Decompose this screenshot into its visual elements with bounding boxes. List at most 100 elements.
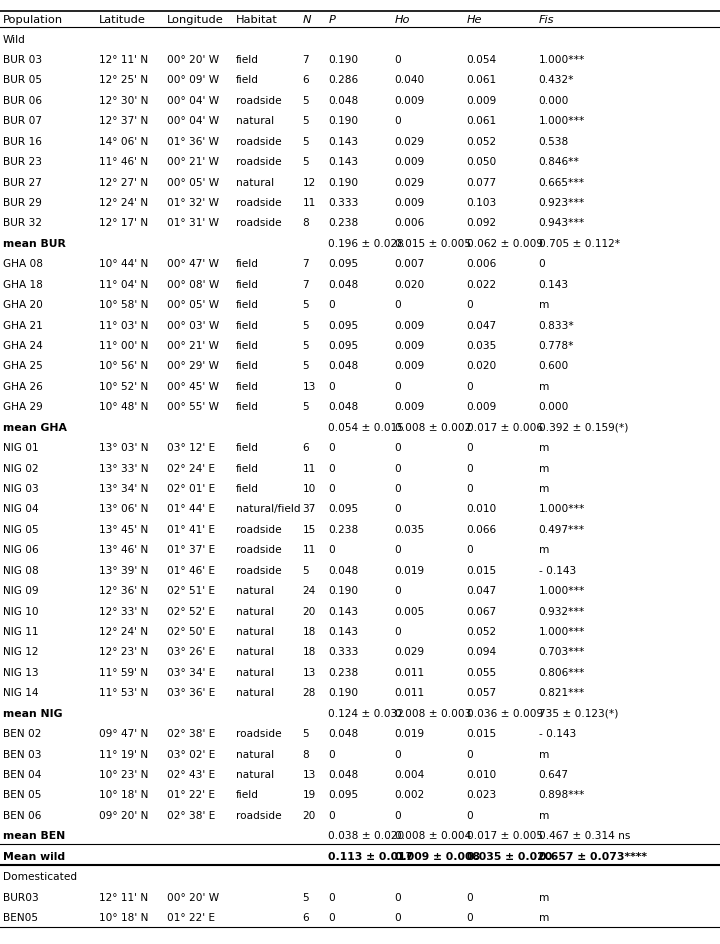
Text: 0.898***: 0.898*** [539, 789, 585, 800]
Text: BUR 05: BUR 05 [3, 76, 42, 85]
Text: 02° 38' E: 02° 38' E [167, 810, 215, 820]
Text: 5: 5 [302, 361, 309, 371]
Text: 0.190: 0.190 [328, 55, 359, 65]
Text: 0.190: 0.190 [328, 116, 359, 126]
Text: 00° 21' W: 00° 21' W [167, 341, 219, 350]
Text: 0.333: 0.333 [328, 198, 359, 208]
Text: 0.019: 0.019 [395, 565, 425, 575]
Text: 6: 6 [302, 443, 309, 453]
Text: 0.015: 0.015 [467, 565, 497, 575]
Text: BEN 03: BEN 03 [3, 749, 41, 759]
Text: 19: 19 [302, 789, 315, 800]
Text: roadside: roadside [236, 545, 282, 555]
Text: m: m [539, 810, 549, 820]
Text: 0: 0 [467, 810, 473, 820]
Text: 0.002: 0.002 [395, 789, 425, 800]
Text: 0.095: 0.095 [328, 341, 359, 350]
Text: 10° 56' N: 10° 56' N [99, 361, 148, 371]
Text: 0.008 ± 0.003: 0.008 ± 0.003 [395, 708, 471, 718]
Text: 00° 05' W: 00° 05' W [167, 177, 219, 188]
Text: 0.095: 0.095 [328, 320, 359, 330]
Text: field: field [236, 320, 259, 330]
Text: 8: 8 [302, 749, 309, 759]
Text: 0: 0 [395, 912, 401, 922]
Text: field: field [236, 279, 259, 290]
Text: roadside: roadside [236, 95, 282, 106]
Text: 0.196 ± 0.028: 0.196 ± 0.028 [328, 239, 404, 248]
Text: natural: natural [236, 667, 274, 677]
Text: 10° 18' N: 10° 18' N [99, 789, 149, 800]
Text: 00° 21' W: 00° 21' W [167, 157, 219, 167]
Text: 5: 5 [302, 320, 309, 330]
Text: P: P [328, 15, 336, 25]
Text: BUR 16: BUR 16 [3, 137, 42, 146]
Text: 15: 15 [302, 524, 315, 534]
Text: 0.705 ± 0.112*: 0.705 ± 0.112* [539, 239, 620, 248]
Text: 0.143: 0.143 [328, 137, 359, 146]
Text: 0.009: 0.009 [395, 157, 425, 167]
Text: Ho: Ho [395, 15, 410, 25]
Text: NIG 08: NIG 08 [3, 565, 39, 575]
Text: Mean wild: Mean wild [3, 851, 65, 861]
Text: field: field [236, 483, 259, 494]
Text: roadside: roadside [236, 565, 282, 575]
Text: 5: 5 [302, 300, 309, 310]
Text: 10° 44' N: 10° 44' N [99, 259, 148, 269]
Text: 0.009: 0.009 [395, 320, 425, 330]
Text: 0: 0 [328, 483, 335, 494]
Text: m: m [539, 912, 549, 922]
Text: 0.047: 0.047 [467, 320, 497, 330]
Text: 14° 06' N: 14° 06' N [99, 137, 148, 146]
Text: 0.050: 0.050 [467, 157, 497, 167]
Text: 00° 08' W: 00° 08' W [167, 279, 220, 290]
Text: 03° 12' E: 03° 12' E [167, 443, 215, 453]
Text: 10° 58' N: 10° 58' N [99, 300, 149, 310]
Text: 0.020: 0.020 [467, 361, 497, 371]
Text: 12° 36' N: 12° 36' N [99, 585, 148, 596]
Text: m: m [539, 443, 549, 453]
Text: 7: 7 [302, 259, 309, 269]
Text: GHA 18: GHA 18 [3, 279, 42, 290]
Text: natural: natural [236, 769, 274, 779]
Text: m: m [539, 892, 549, 902]
Text: 0.000: 0.000 [539, 95, 569, 106]
Text: 0.009: 0.009 [395, 341, 425, 350]
Text: 0.286: 0.286 [328, 76, 359, 85]
Text: 0: 0 [328, 749, 335, 759]
Text: BUR 29: BUR 29 [3, 198, 42, 208]
Text: 12° 27' N: 12° 27' N [99, 177, 148, 188]
Text: NIG 10: NIG 10 [3, 606, 38, 615]
Text: 0.657 ± 0.073****: 0.657 ± 0.073**** [539, 851, 647, 861]
Text: 0.048: 0.048 [328, 361, 359, 371]
Text: 0: 0 [328, 443, 335, 453]
Text: 03° 02' E: 03° 02' E [167, 749, 215, 759]
Text: 0: 0 [395, 55, 401, 65]
Text: 0: 0 [467, 892, 473, 902]
Text: 0.600: 0.600 [539, 361, 569, 371]
Text: 01° 44' E: 01° 44' E [167, 504, 215, 514]
Text: 8: 8 [302, 218, 309, 228]
Text: 0.806***: 0.806*** [539, 667, 585, 677]
Text: Habitat: Habitat [236, 15, 278, 25]
Text: 0.821***: 0.821*** [539, 687, 585, 698]
Text: natural: natural [236, 177, 274, 188]
Text: 01° 22' E: 01° 22' E [167, 912, 215, 922]
Text: NIG 05: NIG 05 [3, 524, 38, 534]
Text: 0.008 ± 0.004: 0.008 ± 0.004 [395, 831, 471, 840]
Text: 01° 36' W: 01° 36' W [167, 137, 219, 146]
Text: roadside: roadside [236, 137, 282, 146]
Text: BEN 02: BEN 02 [3, 729, 41, 738]
Text: 0.124 ± 0.032: 0.124 ± 0.032 [328, 708, 404, 718]
Text: 13° 03' N: 13° 03' N [99, 443, 149, 453]
Text: field: field [236, 76, 259, 85]
Text: 01° 46' E: 01° 46' E [167, 565, 215, 575]
Text: 13° 39' N: 13° 39' N [99, 565, 149, 575]
Text: 13° 46' N: 13° 46' N [99, 545, 148, 555]
Text: 0.846**: 0.846** [539, 157, 580, 167]
Text: 11° 59' N: 11° 59' N [99, 667, 148, 677]
Text: 02° 51' E: 02° 51' E [167, 585, 215, 596]
Text: 0.009: 0.009 [395, 198, 425, 208]
Text: 0.538: 0.538 [539, 137, 569, 146]
Text: natural: natural [236, 627, 274, 636]
Text: - 0.143: - 0.143 [539, 565, 576, 575]
